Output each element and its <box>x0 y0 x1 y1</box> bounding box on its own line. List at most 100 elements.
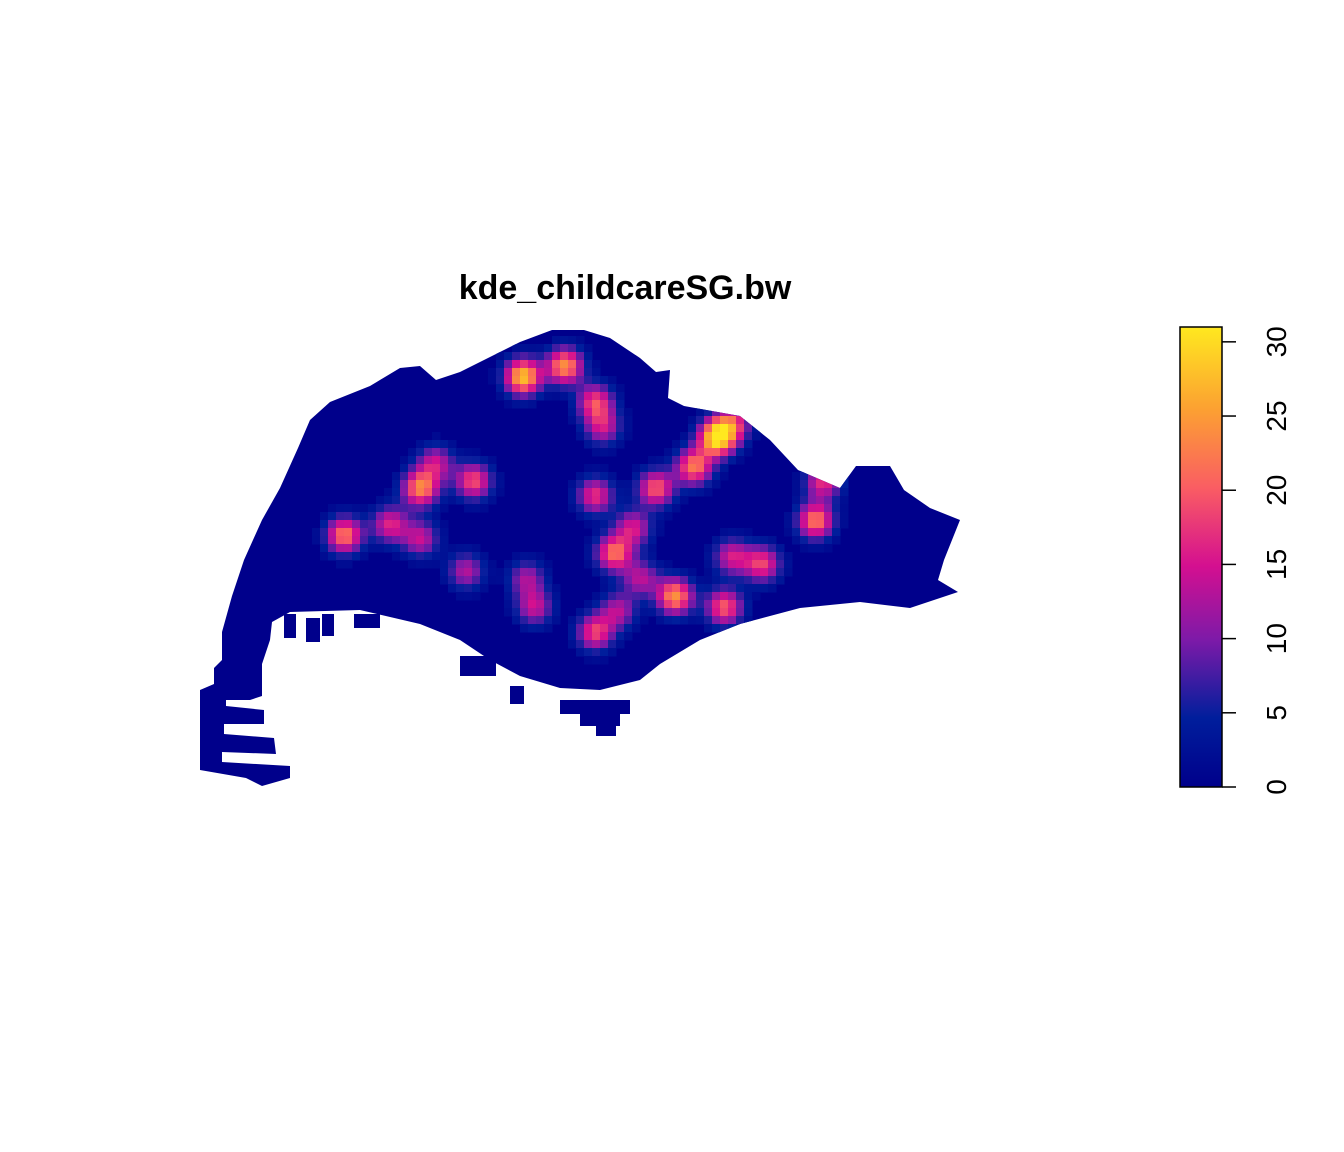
density-cell <box>672 600 681 609</box>
density-cell <box>696 472 705 481</box>
density-cell <box>624 616 633 625</box>
density-cell <box>672 472 681 481</box>
density-cell <box>664 512 673 521</box>
density-cell <box>728 544 737 553</box>
density-cell <box>536 608 545 617</box>
density-cell <box>680 472 689 481</box>
density-cell <box>816 464 825 473</box>
density-cell <box>592 640 601 649</box>
density-cell <box>840 504 849 513</box>
density-cell <box>512 608 521 617</box>
density-cell <box>392 504 401 513</box>
density-cell <box>528 568 537 577</box>
density-cell <box>600 432 609 441</box>
legend-tick-label: 30 <box>1261 326 1292 357</box>
density-cell <box>704 608 713 617</box>
density-cell <box>472 472 481 481</box>
density-cell <box>416 480 425 489</box>
density-cell <box>456 456 465 465</box>
density-cell <box>568 368 577 377</box>
density-cell <box>656 608 665 617</box>
density-cell <box>360 544 369 553</box>
density-cell <box>760 568 769 577</box>
density-cell <box>496 376 505 385</box>
density-cell <box>672 456 681 465</box>
density-cell <box>664 600 673 609</box>
density-cell <box>648 608 657 617</box>
density-cell <box>600 520 609 529</box>
density-cell <box>648 496 657 505</box>
density-cell <box>728 392 737 401</box>
density-cell <box>624 496 633 505</box>
density-cell <box>696 488 705 497</box>
density-cell <box>584 624 593 633</box>
density-cell <box>600 448 609 457</box>
density-cell <box>608 448 617 457</box>
density-cell <box>496 352 505 361</box>
density-cell <box>600 488 609 497</box>
density-cell <box>432 512 441 521</box>
density-cell <box>584 536 593 545</box>
density-cell <box>456 584 465 593</box>
density-cell <box>600 624 609 633</box>
density-cell <box>616 392 625 401</box>
density-cell <box>456 552 465 561</box>
density-cell <box>352 520 361 529</box>
density-cell <box>472 504 481 513</box>
density-cell <box>624 432 633 441</box>
density-cell <box>528 392 537 401</box>
density-cell <box>744 600 753 609</box>
density-cell <box>600 552 609 561</box>
legend-tick-label: 0 <box>1261 779 1292 795</box>
density-cell <box>424 472 433 481</box>
density-cell <box>600 528 609 537</box>
density-cell <box>600 568 609 577</box>
density-cell <box>400 544 409 553</box>
density-cell <box>504 400 513 409</box>
density-cell <box>456 472 465 481</box>
density-cell <box>416 512 425 521</box>
density-cell <box>704 600 713 609</box>
density-cell <box>408 560 417 569</box>
density-cell <box>768 560 777 569</box>
density-cell <box>528 376 537 385</box>
density-cell <box>664 488 673 497</box>
density-cell <box>816 528 825 537</box>
density-cell <box>688 440 697 449</box>
density-cell <box>608 544 617 553</box>
density-cell <box>584 376 593 385</box>
density-cell <box>728 448 737 457</box>
density-cell <box>584 632 593 641</box>
density-cell <box>344 552 353 561</box>
density-cell <box>784 552 793 561</box>
density-cell <box>648 488 657 497</box>
density-cell <box>472 560 481 569</box>
density-cell <box>400 504 409 513</box>
density-cell <box>536 384 545 393</box>
density-cell <box>776 552 785 561</box>
density-cell <box>616 408 625 417</box>
density-cell <box>624 576 633 585</box>
density-cell <box>704 416 713 425</box>
density-cell <box>648 544 657 553</box>
density-cell <box>760 560 769 569</box>
density-cell <box>704 568 713 577</box>
density-cell <box>616 600 625 609</box>
density-cell <box>712 464 721 473</box>
density-cell <box>792 488 801 497</box>
density-cell <box>608 384 617 393</box>
density-cell <box>440 504 449 513</box>
density-cell <box>680 576 689 585</box>
density-cell <box>528 576 537 585</box>
density-cell <box>720 400 729 409</box>
density-cell <box>704 592 713 601</box>
density-cell <box>488 376 497 385</box>
density-cell <box>312 528 321 537</box>
density-cell <box>608 496 617 505</box>
density-cell <box>336 520 345 529</box>
density-cell <box>328 504 337 513</box>
density-cell <box>760 584 769 593</box>
density-cell <box>712 552 721 561</box>
density-cell <box>648 576 657 585</box>
density-cell <box>512 616 521 625</box>
